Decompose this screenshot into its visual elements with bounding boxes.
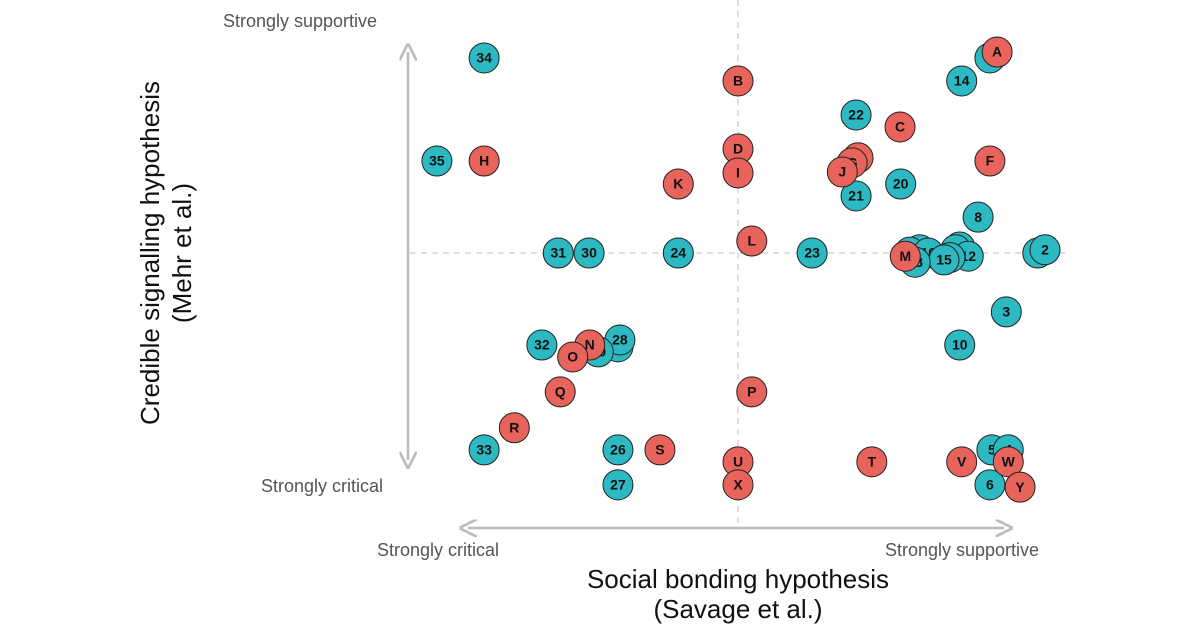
point (946, 446, 978, 478)
point-label: R (509, 420, 519, 436)
point-label: M (899, 248, 911, 264)
point-label: 10 (952, 337, 968, 353)
point (840, 180, 872, 212)
point-label: 15 (936, 252, 952, 268)
point-label: 22 (848, 107, 864, 123)
x-axis-title: Social bonding hypothesis (587, 564, 889, 594)
point-label: 24 (671, 245, 687, 261)
point-label: Y (1015, 479, 1025, 495)
point (468, 145, 500, 177)
point (468, 42, 500, 74)
point (981, 36, 1013, 68)
point-label: I (736, 165, 740, 181)
y-annotation-top: Strongly supportive (223, 11, 377, 31)
point-label: D (733, 141, 743, 157)
point-label: U (733, 454, 743, 470)
point-label: X (733, 477, 743, 493)
point-label: F (986, 153, 995, 169)
point-label: 20 (893, 176, 909, 192)
point-label: 35 (429, 153, 445, 169)
x-annotation-right: Strongly supportive (885, 540, 1039, 560)
point-label: 8 (974, 209, 982, 225)
point (962, 201, 994, 233)
point (889, 240, 921, 272)
point (1004, 471, 1036, 503)
point-label: 26 (610, 442, 626, 458)
y-annotation-bottom: Strongly critical (261, 476, 383, 496)
point-label: 34 (476, 50, 492, 66)
point (468, 434, 500, 466)
point-label: H (479, 153, 489, 169)
point-label: B (733, 73, 743, 89)
x-annotation-left: Strongly critical (377, 540, 499, 560)
point-label: N (585, 337, 595, 353)
point (856, 446, 888, 478)
point (662, 237, 694, 269)
point (644, 434, 676, 466)
point (1029, 234, 1061, 266)
point (736, 225, 768, 257)
point (884, 111, 916, 143)
point (602, 434, 634, 466)
point-label: K (673, 176, 683, 192)
point-label: A (992, 44, 1002, 60)
point (662, 168, 694, 200)
point-label: C (895, 119, 905, 135)
point (544, 376, 576, 408)
point-label: 31 (550, 245, 566, 261)
point-label: J (838, 164, 846, 180)
point (722, 65, 754, 97)
point (974, 145, 1006, 177)
point-label: 5 (988, 442, 996, 458)
point-label: S (655, 442, 664, 458)
point-label: 33 (476, 442, 492, 458)
point-label: 30 (581, 245, 597, 261)
point-label: 21 (848, 188, 864, 204)
point (557, 341, 589, 373)
point-label: 27 (610, 477, 626, 493)
point-label: T (868, 454, 877, 470)
point (885, 168, 917, 200)
y-axis-subtitle: (Mehr et al.) (167, 183, 197, 323)
point (796, 237, 828, 269)
point-label: V (957, 454, 967, 470)
point (736, 376, 768, 408)
point-label: W (1002, 454, 1016, 470)
point (840, 99, 872, 131)
point-label: 2 (1041, 241, 1049, 257)
point-label: 6 (986, 477, 994, 493)
point (542, 237, 574, 269)
point (946, 65, 978, 97)
point-label: 14 (954, 73, 970, 89)
point (421, 145, 453, 177)
x-axis-subtitle: (Savage et al.) (653, 594, 822, 624)
point-label: 23 (804, 245, 820, 261)
point (722, 157, 754, 189)
point (498, 412, 530, 444)
point-label: L (747, 233, 756, 249)
point (573, 237, 605, 269)
point-label: 3 (1002, 304, 1010, 320)
point (944, 329, 976, 361)
point (722, 469, 754, 501)
point (526, 329, 558, 361)
y-axis-title: Credible signalling hypothesis (135, 81, 165, 425)
point-label: Q (555, 384, 566, 400)
point-label: 32 (534, 337, 550, 353)
point-label: O (567, 349, 578, 365)
point (992, 446, 1024, 478)
point (602, 469, 634, 501)
point-label: 28 (612, 332, 628, 348)
point (990, 296, 1022, 328)
point-label: P (747, 384, 756, 400)
point (826, 156, 858, 188)
